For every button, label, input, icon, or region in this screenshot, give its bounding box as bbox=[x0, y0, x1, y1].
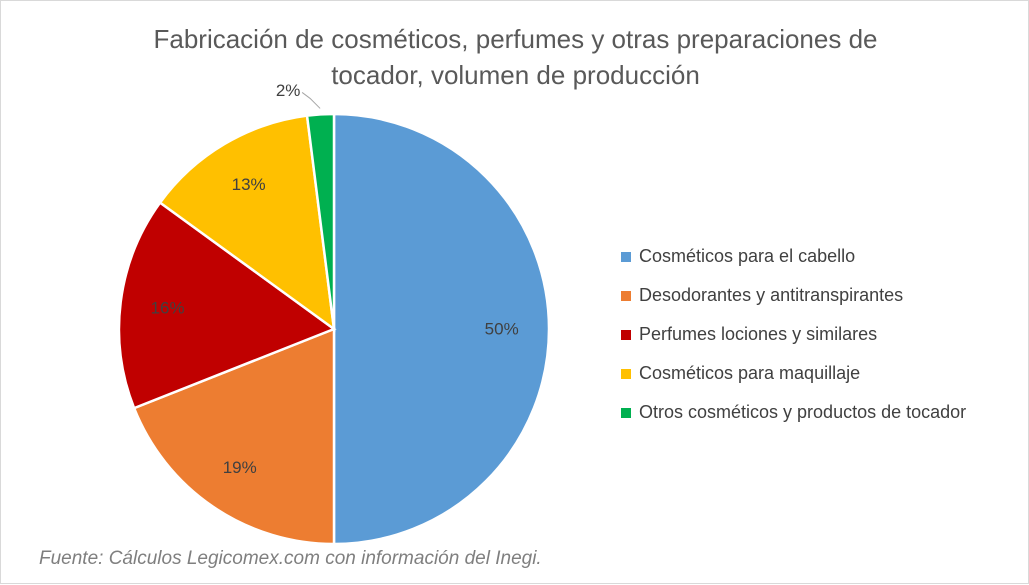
legend-label-3: Perfumes lociones y similares bbox=[639, 324, 878, 344]
legend-item-2: Desodorantes y antitranspirantes bbox=[621, 276, 966, 315]
data-label-2: 19% bbox=[223, 458, 257, 477]
legend-swatch-3 bbox=[621, 329, 631, 340]
legend-label-5: Otros cosméticos y productos de tocador bbox=[639, 402, 967, 422]
chart-title: Fabricación de cosméticos, perfumes y ot… bbox=[1, 21, 1029, 93]
pie-slice-5 bbox=[305, 112, 336, 330]
pie-slice-3 bbox=[117, 200, 337, 410]
pie-slice-1 bbox=[332, 112, 551, 546]
legend-label-4: Cosméticos para maquillaje bbox=[639, 363, 861, 383]
legend-label-1: Cosméticos para el cabello bbox=[639, 246, 856, 266]
legend-item-4: Cosméticos para maquillaje bbox=[621, 354, 966, 393]
legend-swatch-5 bbox=[621, 407, 631, 418]
pie-slice-4 bbox=[158, 114, 336, 332]
data-label-4: 13% bbox=[232, 175, 266, 194]
legend-swatch-2 bbox=[621, 290, 631, 301]
legend-item-5: Otros cosméticos y productos de tocador bbox=[621, 393, 966, 432]
legend-swatch-1 bbox=[621, 251, 631, 262]
data-label-3: 16% bbox=[151, 298, 185, 317]
data-label-1: 50% bbox=[485, 320, 519, 339]
chart-title-line-2: tocador, volumen de producción bbox=[331, 60, 700, 90]
legend-item-3: Perfumes lociones y similares bbox=[621, 315, 966, 354]
data-label-5: 2% bbox=[276, 81, 301, 100]
source-note: Fuente: Cálculos Legicomex.com con infor… bbox=[39, 548, 542, 569]
legend-swatch-4 bbox=[621, 368, 631, 379]
pie-slice-2 bbox=[132, 327, 336, 546]
legend-label-2: Desodorantes y antitranspirantes bbox=[639, 285, 904, 305]
chart-legend: Cosméticos para el cabello Desodorantes y… bbox=[621, 237, 966, 432]
legend-item-1: Cosméticos para el cabello bbox=[621, 237, 966, 276]
data-label-leader-5 bbox=[301, 92, 321, 109]
chart-title-line-1: Fabricación de cosméticos, perfumes y ot… bbox=[153, 24, 878, 54]
